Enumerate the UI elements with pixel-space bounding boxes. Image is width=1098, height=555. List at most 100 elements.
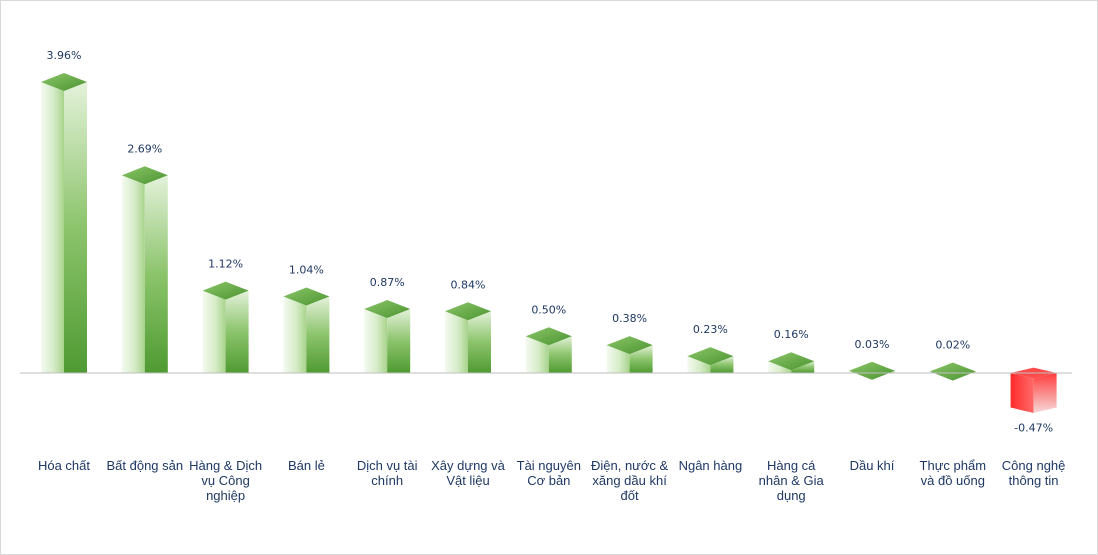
data-label: 1.12%	[208, 258, 243, 271]
category-label-line: vụ Công	[201, 473, 249, 488]
bar-top-face	[768, 352, 815, 371]
bar-side-face	[548, 336, 572, 373]
bar	[768, 352, 815, 373]
category-label: Tài nguyên Cơ bản	[517, 458, 581, 488]
bar-side-face	[144, 175, 168, 373]
data-label: 0.02%	[935, 339, 970, 352]
bar-top-face	[202, 281, 249, 300]
bar-side-face	[225, 290, 249, 373]
bar-side-face	[387, 309, 411, 373]
data-label: 0.16%	[774, 328, 809, 341]
bar-front-face	[768, 361, 792, 373]
category-label-line: nghiệp	[206, 488, 245, 503]
category-label: Ngân hàng	[679, 458, 743, 473]
data-label: 0.38%	[612, 312, 647, 325]
bar	[525, 327, 572, 373]
category-label: Hàng & Dịch vụ Công nghiệp	[189, 458, 262, 503]
bar-top-face	[525, 327, 572, 346]
category-label: Điện, nước & xăng dầu khí đốt	[591, 458, 669, 503]
category-label-line: Thực phẩm	[920, 458, 987, 473]
category-label-line: Bất động sản	[106, 458, 183, 473]
category-label-line: thông tin	[1009, 473, 1059, 488]
data-label: 3.96%	[47, 49, 82, 62]
data-label: 0.03%	[855, 338, 890, 351]
bar-front-face	[445, 311, 468, 373]
bar-top-face	[606, 336, 653, 355]
category-label-line: Công nghệ	[1002, 458, 1066, 473]
bar-top-face	[364, 300, 411, 319]
labels-layer: 3.96% Hóa chất 2.69% Bất động sản 1.12% Hàng …	[38, 49, 1065, 503]
data-label: 0.87%	[370, 276, 405, 289]
bar	[849, 361, 895, 380]
bar	[929, 362, 976, 381]
category-label: Hóa chất	[38, 458, 90, 473]
bar-top-face	[445, 302, 491, 321]
category-label: Dịch vụ tài chính	[357, 458, 418, 488]
category-label: Bán lẻ	[288, 458, 325, 473]
category-label-line: Hóa chất	[38, 458, 90, 473]
data-label: 2.69%	[127, 142, 162, 155]
bar-top-face	[121, 166, 168, 185]
bar-side-face	[306, 296, 330, 373]
category-label-line: Tài nguyên	[517, 458, 581, 473]
category-label-line: Xây dựng và	[431, 458, 506, 473]
bar-front-face	[364, 309, 388, 373]
bar-top-face	[849, 361, 895, 380]
bar	[687, 347, 734, 373]
bar-top-face	[41, 72, 87, 91]
bar-front-face	[525, 336, 549, 373]
data-label: 0.23%	[693, 323, 728, 336]
bar-front-face	[202, 290, 226, 373]
bar-front-face	[1010, 373, 1034, 413]
category-label-line: Điện, nước &	[591, 458, 669, 473]
category-label-line: đốt	[621, 488, 639, 503]
category-label-line: Hàng cá	[767, 458, 816, 473]
bar-front-face	[606, 345, 630, 373]
category-label-line: nhân & Gia	[759, 473, 825, 488]
bar	[364, 300, 411, 373]
category-label: Thực phẩm và đồ uống	[920, 458, 987, 488]
bar-side-face	[64, 81, 87, 373]
category-label: Bất động sản	[106, 458, 183, 473]
category-label-line: Hàng & Dịch	[189, 458, 262, 473]
bar-side-face	[710, 356, 734, 373]
bar	[606, 336, 653, 373]
data-label: 1.04%	[289, 264, 324, 277]
category-label-line: Dịch vụ tài	[357, 458, 418, 473]
data-label: -0.47%	[1014, 422, 1053, 435]
category-label-line: Vật liệu	[446, 473, 489, 488]
bar	[41, 72, 87, 373]
bar-front-face	[121, 175, 145, 373]
bar-side-face	[468, 311, 491, 373]
bar	[121, 166, 168, 373]
category-label-line: Dầu khí	[850, 458, 895, 473]
category-label: Hàng cá nhân & Gia dụng	[759, 458, 825, 503]
category-label-line: và đồ uống	[921, 473, 985, 488]
bar-front-face	[687, 356, 711, 373]
bar-side-face	[629, 345, 653, 373]
category-label-line: dụng	[777, 488, 806, 503]
category-label-line: xăng dầu khí	[592, 473, 667, 488]
category-label: Xây dựng và Vật liệu	[431, 458, 506, 488]
category-label-line: chính	[371, 473, 403, 488]
bar	[283, 287, 330, 373]
bar-side-face	[1033, 373, 1057, 413]
bar-top-face	[929, 362, 976, 381]
data-label: 0.50%	[531, 303, 566, 316]
bar-top-face	[283, 287, 330, 306]
bar	[202, 281, 249, 373]
bar-front-face	[283, 296, 307, 373]
bar-front-face	[41, 81, 64, 373]
bar	[1010, 367, 1057, 413]
bar-top-face	[687, 347, 734, 366]
category-label-line: Cơ bản	[527, 473, 570, 488]
bar-side-face	[791, 361, 815, 373]
category-label: Công nghệ thông tin	[1002, 458, 1066, 488]
category-label-line: Ngân hàng	[679, 458, 743, 473]
category-label-line: Bán lẻ	[288, 458, 325, 473]
bar	[445, 302, 491, 373]
data-label: 0.84%	[451, 278, 486, 291]
category-label: Dầu khí	[850, 458, 895, 473]
